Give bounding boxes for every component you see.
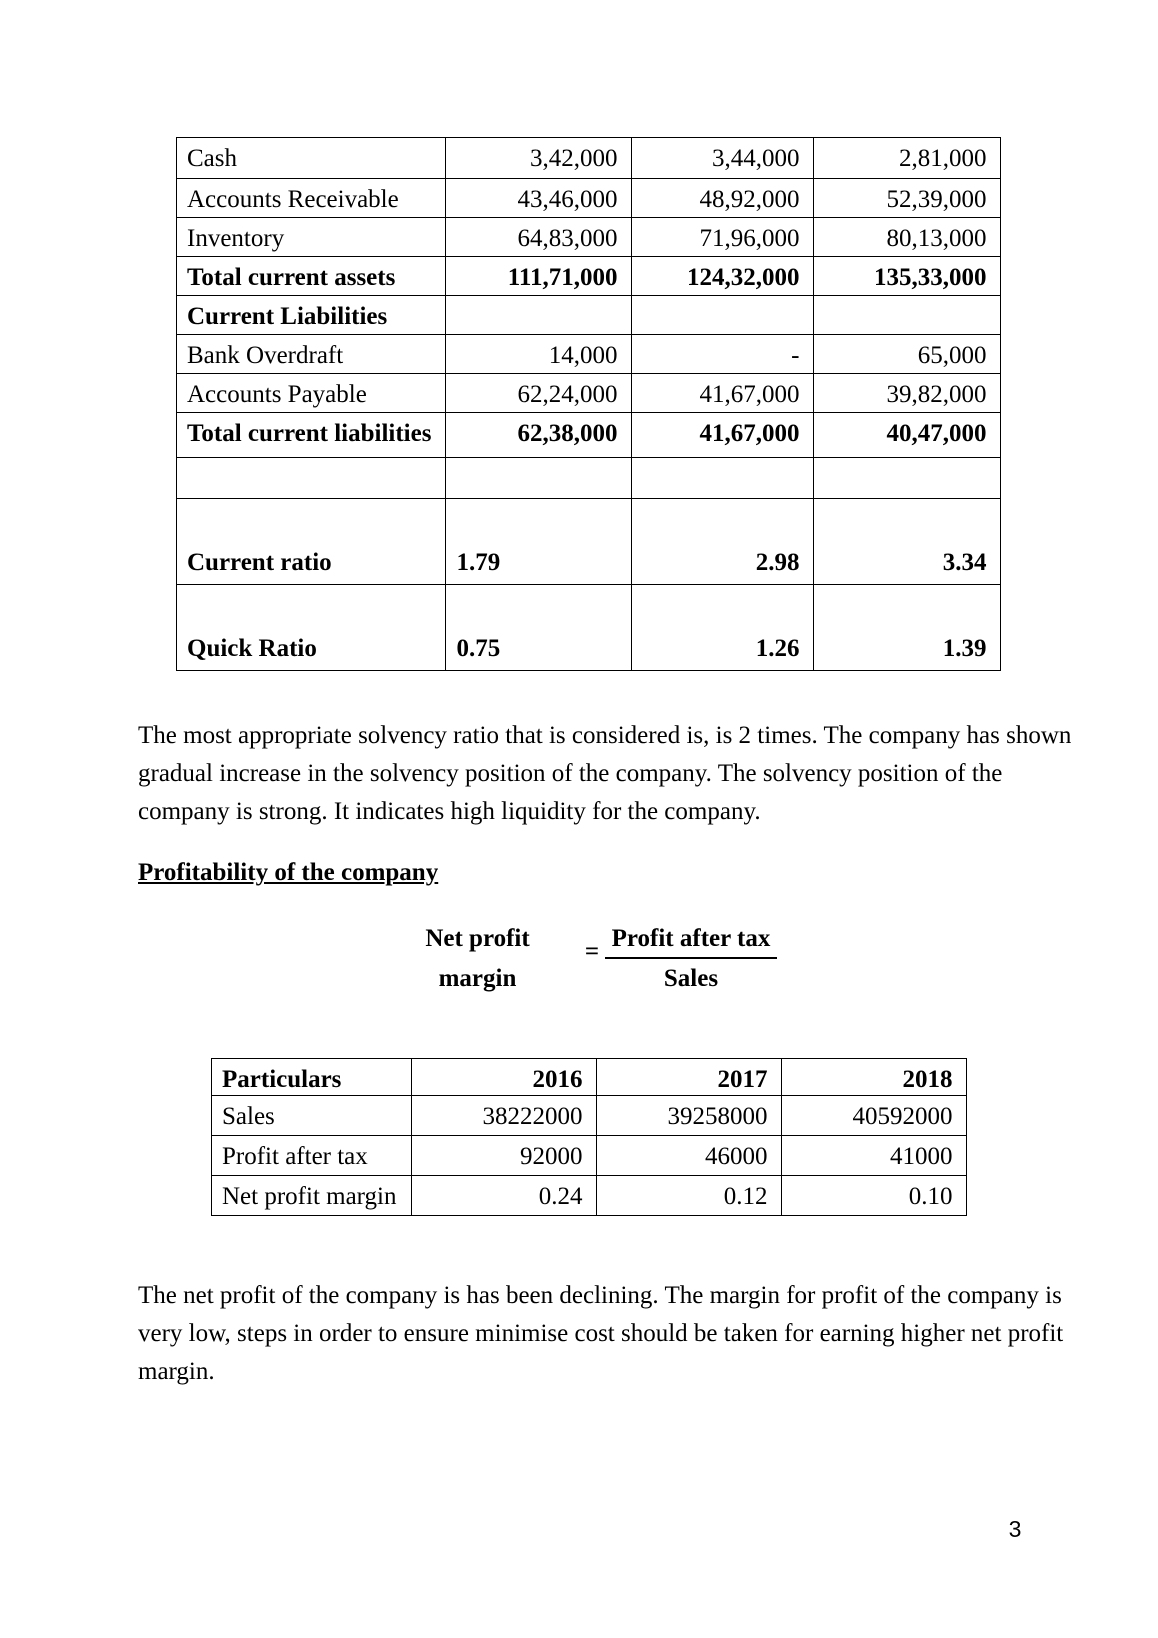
table-row: Accounts Receivable 43,46,000 48,92,000 … [175,178,1002,218]
cell-year2: 71,96,000 [631,217,815,257]
formula-numerator: Profit after tax [605,920,777,959]
cell-2016: 92000 [410,1135,597,1176]
section-heading-profitability: Profitability of the company [138,859,439,886]
cell-year3: 2,81,000 [813,137,1002,179]
table-row: Bank Overdraft 14,000 - 65,000 [175,334,1002,374]
cell-2017: 39258000 [595,1095,782,1136]
table-row-profit-after-tax: Profit after tax 92000 46000 41000 [211,1135,967,1176]
row-label: Current Liabilities [175,295,447,335]
cell-2018: 40592000 [780,1095,967,1136]
cell-2016: 0.24 [410,1175,597,1216]
row-label: Profit after tax [211,1135,412,1176]
row-label: Total current assets [175,256,447,296]
table-row-current-liabilities-header: Current Liabilities [175,295,1002,335]
cell-year1: 1.79 [445,498,633,585]
cell-year3: 135,33,000 [813,256,1002,296]
paragraph-line: very low, steps in order to ensure minim… [138,1320,1064,1347]
cell-year1: 62,24,000 [445,373,633,413]
cell-year2: 1.26 [631,584,815,671]
formula-lhs-label: Net profit margin [420,919,535,999]
row-label: Accounts Receivable [175,178,447,218]
cell-year2: - [631,334,815,374]
cell-year3: 52,39,000 [813,178,1002,218]
table-header-row: Particulars 2016 2017 2018 [211,1058,967,1096]
cell-year3: 3.34 [813,498,1002,585]
row-label: Total current liabilities [175,412,447,458]
formula-denominator: Sales [663,965,719,992]
cell-year2: 48,92,000 [631,178,815,218]
equals-sign: = [584,938,600,965]
cell-year1: 62,38,000 [445,412,633,458]
formula-lhs-line2: margin [438,965,517,992]
cell-year3 [813,295,1002,335]
row-label [175,457,447,499]
header-2016: 2016 [410,1058,597,1096]
cell-year2: 3,44,000 [631,137,815,179]
cell-2017: 46000 [595,1135,782,1176]
row-label: Bank Overdraft [175,334,447,374]
table-row: Inventory 64,83,000 71,96,000 80,13,000 [175,217,1002,257]
cell-year2 [631,457,815,499]
cell-year1: 14,000 [445,334,633,374]
cell-year3 [813,457,1002,499]
cell-year1: 43,46,000 [445,178,633,218]
row-label: Sales [211,1095,412,1136]
cell-year3: 40,47,000 [813,412,1002,458]
cell-2018: 0.10 [780,1175,967,1216]
cell-2018: 41000 [780,1135,967,1176]
cell-2016: 38222000 [410,1095,597,1136]
cell-year2 [631,295,815,335]
cell-year3: 1.39 [813,584,1002,671]
paragraph-line: The net profit of the company is has bee… [138,1282,1062,1309]
table-row-quick-ratio: Quick Ratio 0.75 1.26 1.39 [175,584,1002,671]
cell-year1 [445,457,633,499]
paragraph-solvency-comment: The most appropriate solvency ratio that… [138,717,1071,831]
cell-year3: 39,82,000 [813,373,1002,413]
table-row: Accounts Payable 62,24,000 41,67,000 39,… [175,373,1002,413]
paragraph-line: gradual increase in the solvency positio… [138,760,1003,787]
cell-year1: 3,42,000 [445,137,633,179]
cell-year1: 0.75 [445,584,633,671]
solvency-table: Cash 3,42,000 3,44,000 2,81,000 Accounts… [175,137,1002,671]
row-label: Quick Ratio [175,584,447,671]
row-label: Inventory [175,217,447,257]
profitability-table: Particulars 2016 2017 2018 Sales 3822200… [211,1058,967,1216]
paragraph-line: company is strong. It indicates high liq… [138,798,761,825]
row-label: Net profit margin [211,1175,412,1216]
table-row-net-profit-margin: Net profit margin 0.24 0.12 0.10 [211,1175,967,1216]
table-row-total-current-assets: Total current assets 111,71,000 124,32,0… [175,256,1002,296]
header-2017: 2017 [595,1058,782,1096]
formula-fraction: Profit after tax Sales [605,920,777,999]
formula-lhs-line1: Net profit [425,925,530,952]
table-row-empty [175,457,1002,499]
cell-year1: 111,71,000 [445,256,633,296]
cell-year2: 2.98 [631,498,815,585]
cell-year3: 80,13,000 [813,217,1002,257]
row-label: Cash [175,137,447,179]
table-row: Cash 3,42,000 3,44,000 2,81,000 [175,137,1002,179]
header-2018: 2018 [780,1058,967,1096]
page-number: 3 [1008,1516,1022,1542]
cell-2017: 0.12 [595,1175,782,1216]
cell-year3: 65,000 [813,334,1002,374]
table-row-total-current-liabilities: Total current liabilities 62,38,000 41,6… [175,412,1002,458]
cell-year2: 41,67,000 [631,412,815,458]
paragraph-netprofit-comment: The net profit of the company is has bee… [138,1277,1063,1391]
table-row-current-ratio: Current ratio 1.79 2.98 3.34 [175,498,1002,585]
cell-year2: 41,67,000 [631,373,815,413]
paragraph-line: The most appropriate solvency ratio that… [138,722,1072,749]
header-particulars: Particulars [211,1058,412,1096]
table-row-sales: Sales 38222000 39258000 40592000 [211,1095,967,1136]
paragraph-line: margin. [138,1358,215,1385]
cell-year1: 64,83,000 [445,217,633,257]
row-label: Accounts Payable [175,373,447,413]
row-label: Current ratio [175,498,447,585]
cell-year2: 124,32,000 [631,256,815,296]
cell-year1 [445,295,633,335]
